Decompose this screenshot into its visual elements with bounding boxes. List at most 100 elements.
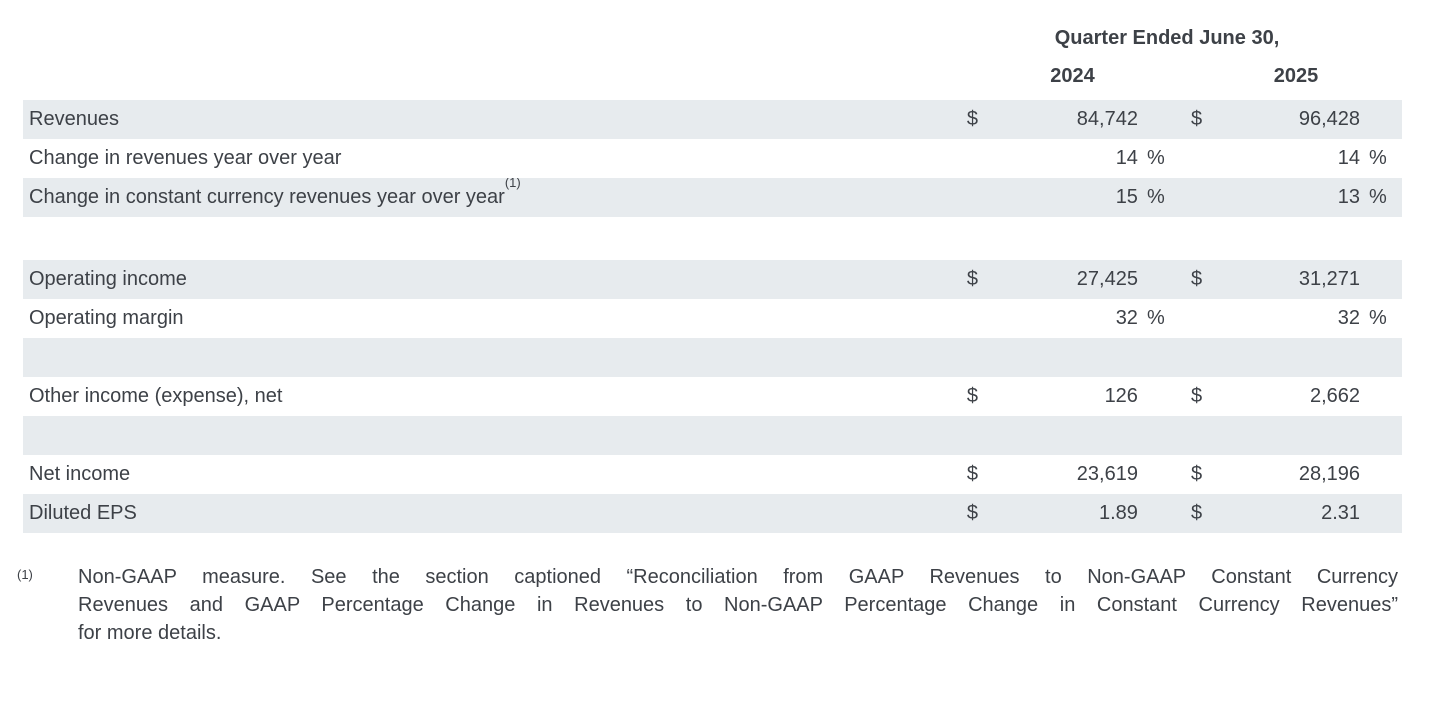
row-label: Other income (expense), net — [23, 377, 967, 416]
amount-2024: 15 — [1115, 186, 1138, 208]
col-2024: $ 84,742 — [967, 100, 1181, 139]
dollar-sign: $ — [966, 108, 978, 130]
percent-sign — [1360, 494, 1402, 533]
table-row-operating-margin: Operating margin 32 % 32 % — [23, 299, 1402, 338]
dollar-sign — [1191, 299, 1217, 338]
amount-2024: 126 — [1104, 385, 1138, 407]
percent-sign — [1360, 260, 1402, 299]
dollar-sign — [967, 299, 993, 338]
dollar-sign: $ — [966, 502, 978, 524]
dollar-sign — [967, 139, 993, 178]
footnote: (1) Non-GAAP measure. See the section ca… — [17, 563, 1454, 647]
percent-sign: % — [1369, 147, 1387, 169]
dollar-sign — [1191, 139, 1217, 178]
spacer-row — [23, 217, 1402, 260]
col-2024: $ 23,619 — [967, 455, 1181, 494]
row-label-text: Diluted EPS — [29, 502, 137, 524]
col-2024: $ 126 — [967, 377, 1181, 416]
dollar-sign: $ — [966, 268, 978, 290]
row-label-text: Net income — [29, 463, 131, 485]
dollar-sign: $ — [1190, 502, 1203, 524]
financials-table: Revenues $ 84,742 $ 96,428 Change in rev… — [23, 100, 1402, 533]
row-label-text: Other income (expense), net — [29, 385, 283, 407]
percent-sign — [1360, 455, 1402, 494]
col-2025: $ 96,428 — [1191, 100, 1402, 139]
year-headings: 2024 2025 — [965, 64, 1402, 88]
col-2025: 14 % — [1191, 139, 1402, 178]
table-row-revenues: Revenues $ 84,742 $ 96,428 — [23, 100, 1402, 139]
percent-sign: % — [1369, 307, 1387, 329]
amount-2024: 23,619 — [1076, 463, 1138, 485]
row-label: Change in constant currency revenues yea… — [23, 178, 967, 217]
footnote-line: for more details. — [78, 622, 222, 644]
amount-2024: 32 — [1115, 307, 1138, 329]
footnote-line: Revenues and GAAP Percentage Change in R… — [78, 594, 1398, 616]
amount-2024: 27,425 — [1076, 268, 1138, 290]
dollar-sign: $ — [1190, 268, 1203, 290]
empty-row — [23, 338, 1402, 377]
row-label: Change in revenues year over year — [23, 139, 967, 178]
amount-2024: 84,742 — [1076, 108, 1138, 130]
empty-row — [23, 416, 1402, 455]
percent-sign — [1138, 377, 1181, 416]
table-row-net-income: Net income $ 23,619 $ 28,196 — [23, 455, 1402, 494]
col-2025: $ 31,271 — [1191, 260, 1402, 299]
row-label: Diluted EPS — [23, 494, 967, 533]
dollar-sign: $ — [1190, 463, 1203, 485]
footnote-ref: (1) — [504, 178, 521, 191]
percent-sign — [1360, 100, 1402, 139]
table-row-other-income: Other income (expense), net $ 126 $ 2,66… — [23, 377, 1402, 416]
table-row-operating-income: Operating income $ 27,425 $ 31,271 — [23, 260, 1402, 299]
row-label-text: Operating margin — [29, 307, 184, 329]
dollar-sign: $ — [966, 385, 978, 407]
amount-2025: 2,662 — [1309, 385, 1361, 407]
footnote-line: Non-GAAP measure. See the section captio… — [78, 566, 1398, 588]
table-row-constant-currency-change: Change in constant currency revenues yea… — [23, 178, 1402, 217]
col-2025: 32 % — [1191, 299, 1402, 338]
col-2024: 32 % — [967, 299, 1181, 338]
amount-2025: 13 — [1337, 186, 1361, 208]
percent-sign — [1360, 377, 1402, 416]
dollar-sign — [967, 178, 993, 217]
row-label-text: Change in constant currency revenues yea… — [29, 186, 505, 208]
amount-2025: 32 — [1337, 307, 1361, 329]
col-2024: 14 % — [967, 139, 1181, 178]
percent-sign: % — [1369, 186, 1387, 208]
row-label: Net income — [23, 455, 967, 494]
footnote-marker: (1) — [17, 567, 33, 582]
col-2024: 15 % — [967, 178, 1181, 217]
row-label-text: Operating income — [29, 268, 187, 290]
table-header: Quarter Ended June 30, 2024 2025 — [0, 0, 1454, 88]
table-row-diluted-eps: Diluted EPS $ 1.89 $ 2.31 — [23, 494, 1402, 533]
dollar-sign — [1191, 178, 1217, 217]
year-2024-heading: 2024 — [1050, 65, 1095, 87]
amount-2024: 14 — [1115, 147, 1138, 169]
col-2025: 13 % — [1191, 178, 1402, 217]
col-2024: $ 27,425 — [967, 260, 1181, 299]
amount-2024: 1.89 — [1099, 502, 1138, 524]
col-2025: $ 2.31 — [1191, 494, 1402, 533]
amount-2025: 96,428 — [1298, 108, 1361, 130]
row-label: Operating margin — [23, 299, 967, 338]
quarter-heading: Quarter Ended June 30, — [1054, 27, 1280, 49]
percent-sign: % — [1146, 307, 1165, 329]
percent-sign — [1138, 100, 1181, 139]
row-label-text: Change in revenues year over year — [29, 147, 342, 169]
percent-sign: % — [1146, 147, 1165, 169]
amount-2025: 28,196 — [1298, 463, 1361, 485]
row-label: Operating income — [23, 260, 967, 299]
year-2025-heading: 2025 — [1273, 65, 1319, 87]
col-2025: $ 2,662 — [1191, 377, 1402, 416]
row-label-text: Revenues — [29, 108, 120, 130]
amount-2025: 2.31 — [1321, 502, 1361, 524]
table-row-revenue-change: Change in revenues year over year 14 % 1… — [23, 139, 1402, 178]
footnote-text: Non-GAAP measure. See the section captio… — [78, 563, 1398, 647]
dollar-sign: $ — [966, 463, 978, 485]
col-2025: $ 28,196 — [1191, 455, 1402, 494]
amount-2025: 31,271 — [1298, 268, 1361, 290]
amount-2025: 14 — [1337, 147, 1361, 169]
dollar-sign: $ — [1190, 385, 1203, 407]
percent-sign: % — [1146, 186, 1165, 208]
row-label: Revenues — [23, 100, 967, 139]
